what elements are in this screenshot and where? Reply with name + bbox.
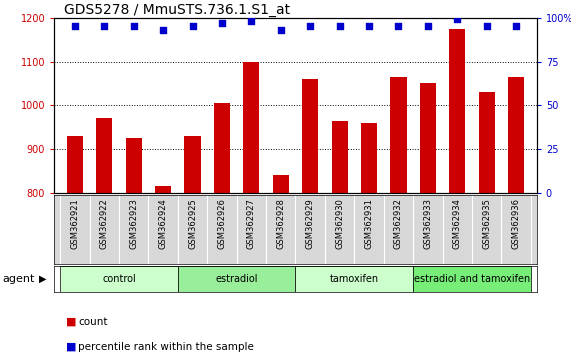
Point: [276, 27, 286, 33]
Bar: [508, 77, 524, 193]
Point: [70, 24, 79, 29]
Bar: [361, 123, 377, 193]
Text: agent: agent: [3, 274, 35, 284]
Point: [129, 24, 138, 29]
Text: estradiol: estradiol: [215, 274, 258, 284]
Point: [159, 27, 168, 33]
Point: [305, 24, 315, 29]
Bar: [391, 77, 407, 193]
Text: GSM362932: GSM362932: [394, 198, 403, 249]
Text: GDS5278 / MmuSTS.736.1.S1_at: GDS5278 / MmuSTS.736.1.S1_at: [64, 3, 290, 17]
Bar: [96, 119, 112, 193]
Bar: [413, 266, 531, 292]
Point: [100, 24, 109, 29]
Text: GSM362928: GSM362928: [276, 198, 286, 249]
Text: GSM362926: GSM362926: [218, 198, 227, 249]
Bar: [67, 136, 83, 193]
Bar: [420, 84, 436, 193]
Point: [335, 24, 344, 29]
Text: GSM362927: GSM362927: [247, 198, 256, 249]
Point: [512, 24, 521, 29]
Text: GSM362930: GSM362930: [335, 198, 344, 249]
Bar: [478, 92, 495, 193]
Bar: [273, 176, 289, 193]
Point: [364, 24, 373, 29]
Bar: [126, 138, 142, 193]
Text: GSM362929: GSM362929: [305, 198, 315, 249]
Text: ▶: ▶: [39, 274, 47, 284]
Text: GSM362922: GSM362922: [100, 198, 108, 249]
Bar: [184, 136, 200, 193]
Text: GSM362921: GSM362921: [70, 198, 79, 249]
Bar: [178, 266, 296, 292]
Text: tamoxifen: tamoxifen: [330, 274, 379, 284]
Text: estradiol and tamoxifen: estradiol and tamoxifen: [414, 274, 530, 284]
Bar: [302, 79, 318, 193]
Point: [482, 24, 491, 29]
Text: GSM362935: GSM362935: [482, 198, 491, 249]
Text: GSM362933: GSM362933: [423, 198, 432, 249]
Text: control: control: [102, 274, 136, 284]
Bar: [155, 186, 171, 193]
Point: [247, 18, 256, 24]
Text: GSM362924: GSM362924: [159, 198, 168, 249]
Text: ■: ■: [66, 342, 76, 352]
Bar: [214, 103, 230, 193]
Text: count: count: [78, 317, 108, 327]
Point: [188, 24, 197, 29]
Bar: [60, 266, 178, 292]
Text: ■: ■: [66, 317, 76, 327]
Point: [453, 17, 462, 22]
Text: GSM362925: GSM362925: [188, 198, 197, 249]
Text: GSM362936: GSM362936: [512, 198, 521, 249]
Point: [423, 24, 432, 29]
Text: GSM362934: GSM362934: [453, 198, 462, 249]
Point: [218, 20, 227, 26]
Text: GSM362923: GSM362923: [129, 198, 138, 249]
Bar: [296, 266, 413, 292]
Bar: [449, 29, 465, 193]
Bar: [243, 62, 259, 193]
Bar: [332, 121, 348, 193]
Text: percentile rank within the sample: percentile rank within the sample: [78, 342, 254, 352]
Text: GSM362931: GSM362931: [364, 198, 373, 249]
Point: [394, 24, 403, 29]
